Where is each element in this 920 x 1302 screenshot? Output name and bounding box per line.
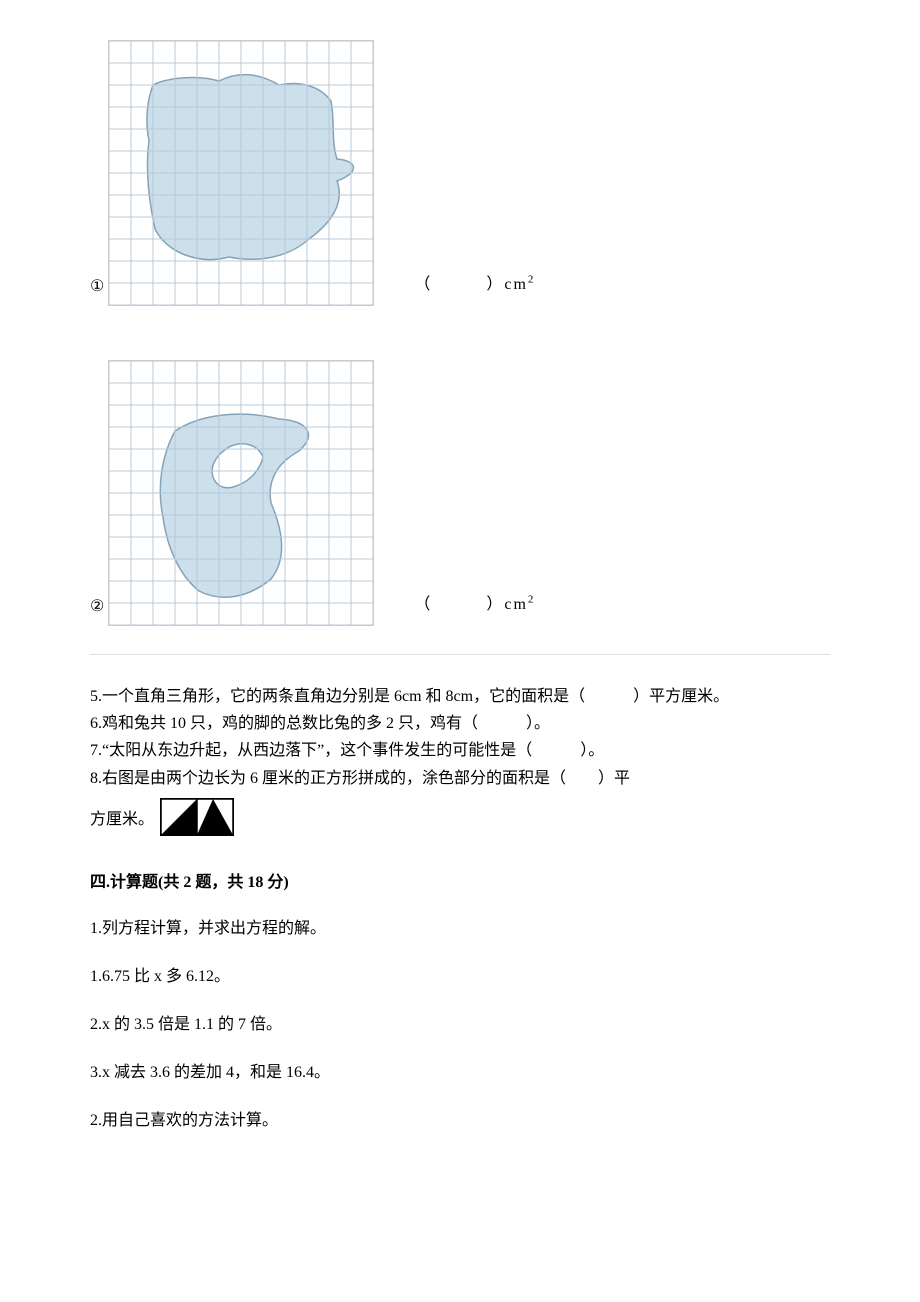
question-8-line1: 8.右图是由两个边长为 6 厘米的正方形拼成的，涂色部分的面积是（ ）平 (90, 765, 830, 792)
section-4-title: 四.计算题(共 2 题，共 18 分) (90, 868, 830, 892)
grid-figure-1: ① （ ）cm2 (90, 40, 830, 306)
grid1-answer-blank: （ ）cm2 (414, 270, 535, 294)
grid2-index: ② (90, 596, 104, 616)
question-6: 6.鸡和兔共 10 只，鸡的脚的总数比兔的多 2 只，鸡有（ ）。 (90, 710, 830, 737)
question-8-line2-row: 方厘米。 (90, 798, 830, 836)
grid2-sup2: 2 (528, 594, 536, 606)
question-5: 5.一个直角三角形，它的两条直角边分别是 6cm 和 8cm，它的面积是（ ）平… (90, 683, 830, 710)
grid1-index: ① (90, 276, 104, 296)
section4-q1-2: 2.x 的 3.5 倍是 1.1 的 7 倍。 (90, 1010, 830, 1034)
question-7: 7.“太阳从东边升起，从西边落下”，这个事件发生的可能性是（ ）。 (90, 737, 830, 764)
grid1-svg (108, 40, 374, 306)
grid-figure-2: ② （ ）cm2 (90, 360, 830, 626)
grid1-sup2: 2 (528, 274, 536, 286)
section4-q1-3: 3.x 减去 3.6 的差加 4，和是 16.4。 (90, 1058, 830, 1082)
section4-q1: 1.列方程计算，并求出方程的解。 (90, 914, 830, 938)
grid1-paren-text: （ ）cm (414, 276, 528, 293)
separator-line (90, 654, 830, 655)
grid2-svg (108, 360, 374, 626)
grid2-paren-text: （ ）cm (414, 596, 528, 613)
question-8-line2-text: 方厘米。 (90, 805, 154, 829)
section4-q1-1: 1.6.75 比 x 多 6.12。 (90, 962, 830, 986)
section4-q2: 2.用自己喜欢的方法计算。 (90, 1106, 830, 1130)
grid2-answer-blank: （ ）cm2 (414, 590, 535, 614)
question-8-figure (160, 798, 234, 836)
